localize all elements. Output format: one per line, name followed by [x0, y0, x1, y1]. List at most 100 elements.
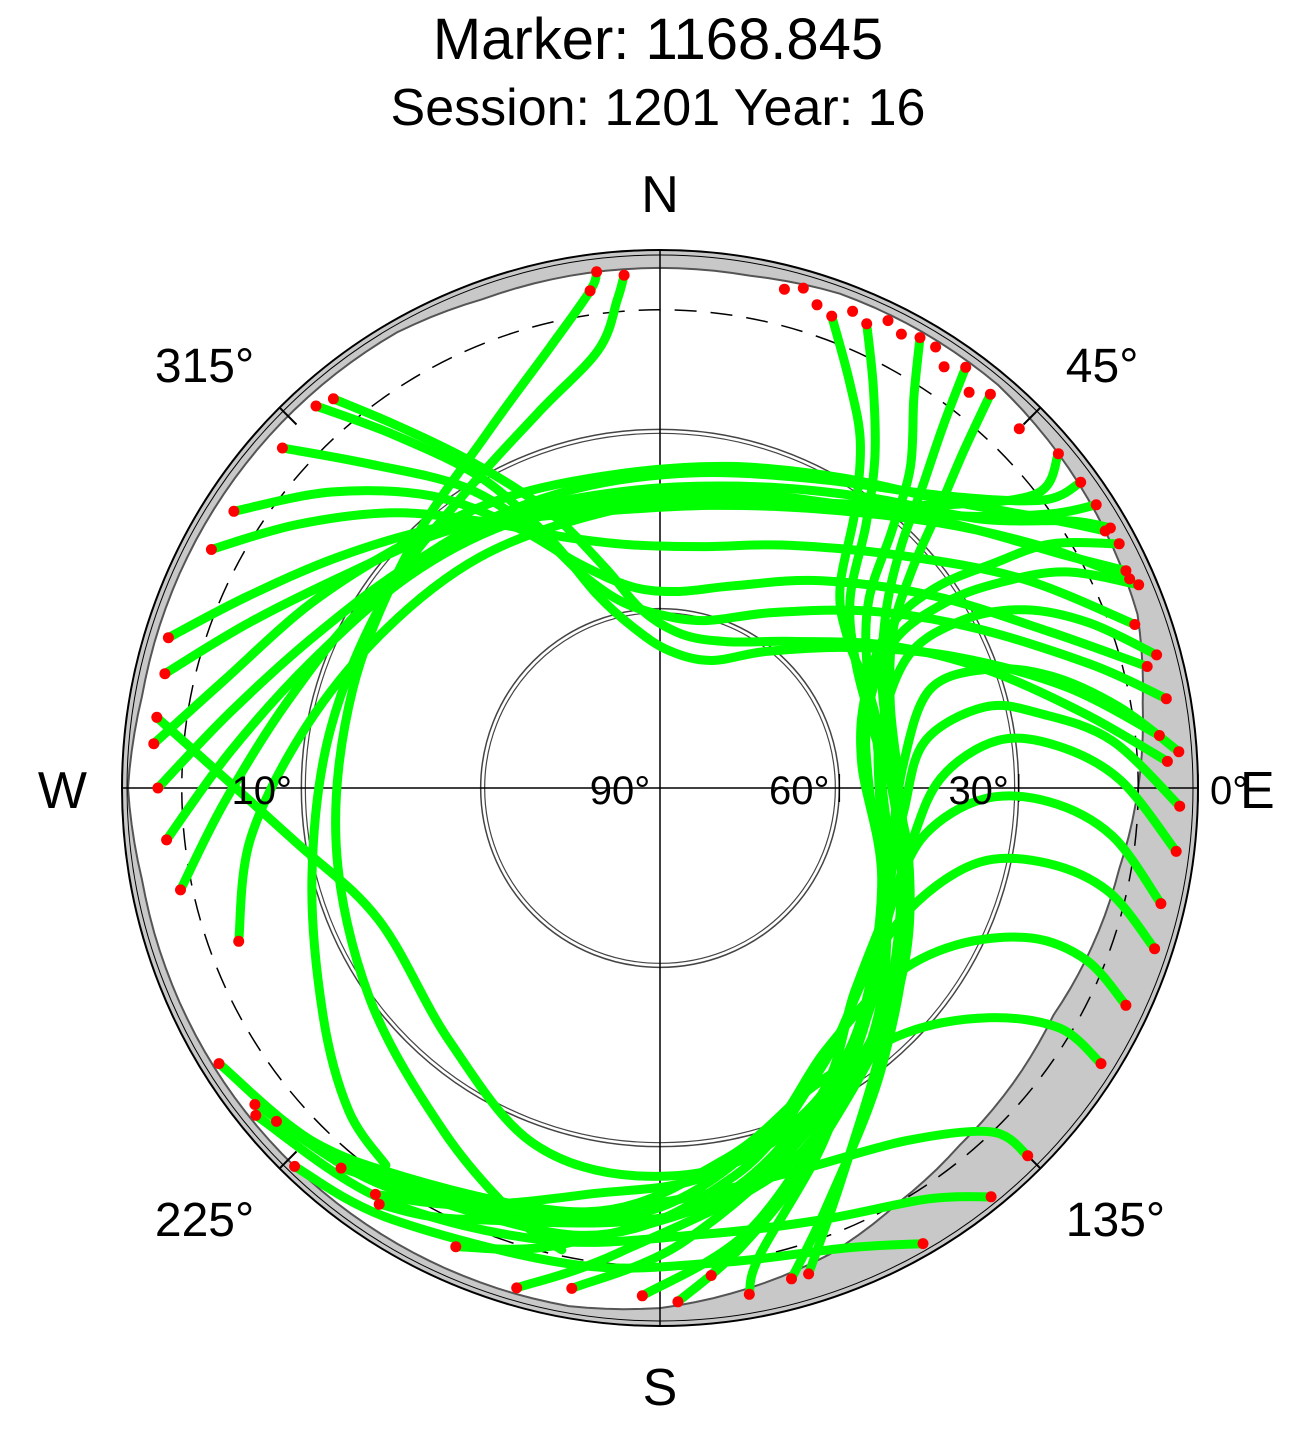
- track-end-point-61: [584, 285, 596, 297]
- track-end-point-67: [847, 305, 859, 317]
- track-end-point-69: [895, 328, 907, 340]
- track-end-point-55: [161, 834, 173, 846]
- track-end-point-3: [914, 332, 926, 344]
- track-end-point-4: [369, 1188, 381, 1200]
- track-end-point-71: [938, 361, 950, 373]
- satellite-track-32: [331, 267, 602, 1255]
- track-end-point-45: [205, 544, 217, 555]
- axis-labels: N S E W 45° 135° 225° 315° 0° 30° 60° 90° 10°: [38, 166, 1275, 1417]
- track-end-point-42: [1160, 693, 1172, 705]
- direction-label-n: N: [641, 166, 679, 224]
- track-end-point-17: [1173, 746, 1185, 758]
- track-end-point-13: [1133, 579, 1145, 591]
- satellite-track-17: [251, 1110, 996, 1247]
- track-end-point-34: [250, 1109, 262, 1121]
- track-end-point-21: [1170, 845, 1182, 857]
- track-end-point-2: [151, 711, 163, 723]
- track-end-point-57: [175, 884, 186, 896]
- track-end-point-60: [1052, 448, 1064, 460]
- track-end-point-36: [289, 1160, 301, 1172]
- track-end-point-26: [335, 1162, 347, 1174]
- track-end-point-47: [162, 632, 174, 644]
- track-end-point-38: [1161, 755, 1173, 767]
- satellite-track-10: [512, 700, 1185, 1293]
- track-end-point-31: [1022, 1150, 1034, 1162]
- track-end-point-49: [159, 668, 171, 680]
- azimuth-label-135: 135°: [1066, 1194, 1165, 1247]
- track-end-point-23: [1155, 898, 1167, 910]
- direction-label-s: S: [643, 1359, 678, 1417]
- track-end-point-30: [249, 1099, 261, 1110]
- track-end-point-1: [826, 310, 838, 322]
- elevation-label-30: 30°: [948, 769, 1009, 813]
- track-end-points: [148, 266, 1186, 1308]
- track-end-point-24: [373, 1198, 385, 1210]
- track-end-point-18: [566, 1282, 578, 1294]
- satellite-track-6: [744, 538, 1124, 1299]
- elevation-label-90: 90°: [590, 769, 651, 813]
- satellite-track-7: [706, 567, 1144, 1280]
- track-end-point-50: [1120, 565, 1132, 577]
- track-end-point-19: [1174, 800, 1186, 812]
- track-end-point-40: [1153, 730, 1165, 741]
- track-end-point-10: [786, 1273, 797, 1285]
- azimuth-label-225: 225°: [155, 1194, 254, 1247]
- satellite-track-15: [250, 1013, 1106, 1217]
- grid: [122, 250, 1199, 1326]
- track-end-point-68: [882, 315, 894, 327]
- satellite-track-29: [176, 468, 1086, 895]
- track-end-point-51: [148, 738, 160, 750]
- track-end-point-43: [228, 505, 240, 517]
- track-end-point-70: [930, 341, 942, 353]
- track-end-point-25: [1149, 943, 1161, 955]
- elevation-label-0: 0°: [1210, 769, 1248, 813]
- azimuth-label-45: 45°: [1066, 340, 1139, 393]
- track-end-point-56: [1090, 499, 1102, 511]
- azimuth-tick-315: [278, 406, 298, 426]
- track-end-point-20: [511, 1282, 523, 1294]
- azimuth-label-315: 315°: [155, 340, 254, 393]
- track-end-point-33: [985, 1191, 997, 1203]
- track-end-point-44: [1141, 661, 1153, 672]
- azimuth-tick-45: [1022, 406, 1042, 426]
- track-end-point-5: [861, 318, 873, 330]
- track-end-point-66: [811, 299, 823, 311]
- satellite-track-13: [336, 853, 1160, 1240]
- satellite-track-23: [206, 508, 1140, 629]
- track-end-point-39: [310, 400, 322, 412]
- satellite-track-30: [234, 449, 1063, 946]
- track-end-point-54: [1104, 522, 1116, 534]
- track-end-point-63: [591, 266, 603, 278]
- track-end-point-41: [276, 442, 288, 454]
- elevation-label-10: 10°: [232, 769, 293, 813]
- track-end-point-35: [917, 1238, 929, 1250]
- track-end-point-29: [1095, 1058, 1107, 1070]
- satellite-track-18: [290, 1161, 928, 1273]
- satellite-tracks: [149, 267, 1185, 1307]
- satellite-track-28: [162, 487, 1101, 845]
- track-end-point-9: [984, 388, 996, 400]
- title-block: Marker: 1168.845 Session: 1201 Year: 16: [0, 0, 1316, 140]
- track-end-point-64: [778, 283, 790, 295]
- track-end-point-7: [960, 361, 972, 373]
- track-end-point-73: [1013, 423, 1025, 435]
- satellite-track-22: [229, 486, 1152, 671]
- track-end-point-59: [233, 935, 245, 947]
- track-end-point-48: [1124, 573, 1136, 585]
- chart-title: Marker: 1168.845: [432, 7, 884, 72]
- track-end-point-53: [152, 782, 164, 794]
- direction-label-e: E: [1240, 762, 1275, 820]
- track-end-point-72: [963, 386, 975, 398]
- satellite-track-14: [272, 932, 1131, 1224]
- track-end-point-6: [672, 1296, 684, 1308]
- track-end-point-65: [797, 282, 809, 294]
- track-end-point-46: [1129, 619, 1141, 630]
- track-end-point-37: [327, 393, 339, 405]
- azimuth-tick-225: [278, 1150, 298, 1170]
- elevation-label-60: 60°: [769, 769, 830, 813]
- track-end-point-22: [450, 1241, 462, 1253]
- track-end-point-32: [213, 1058, 225, 1070]
- track-end-point-27: [1120, 999, 1132, 1011]
- track-end-point-14: [705, 1270, 717, 1281]
